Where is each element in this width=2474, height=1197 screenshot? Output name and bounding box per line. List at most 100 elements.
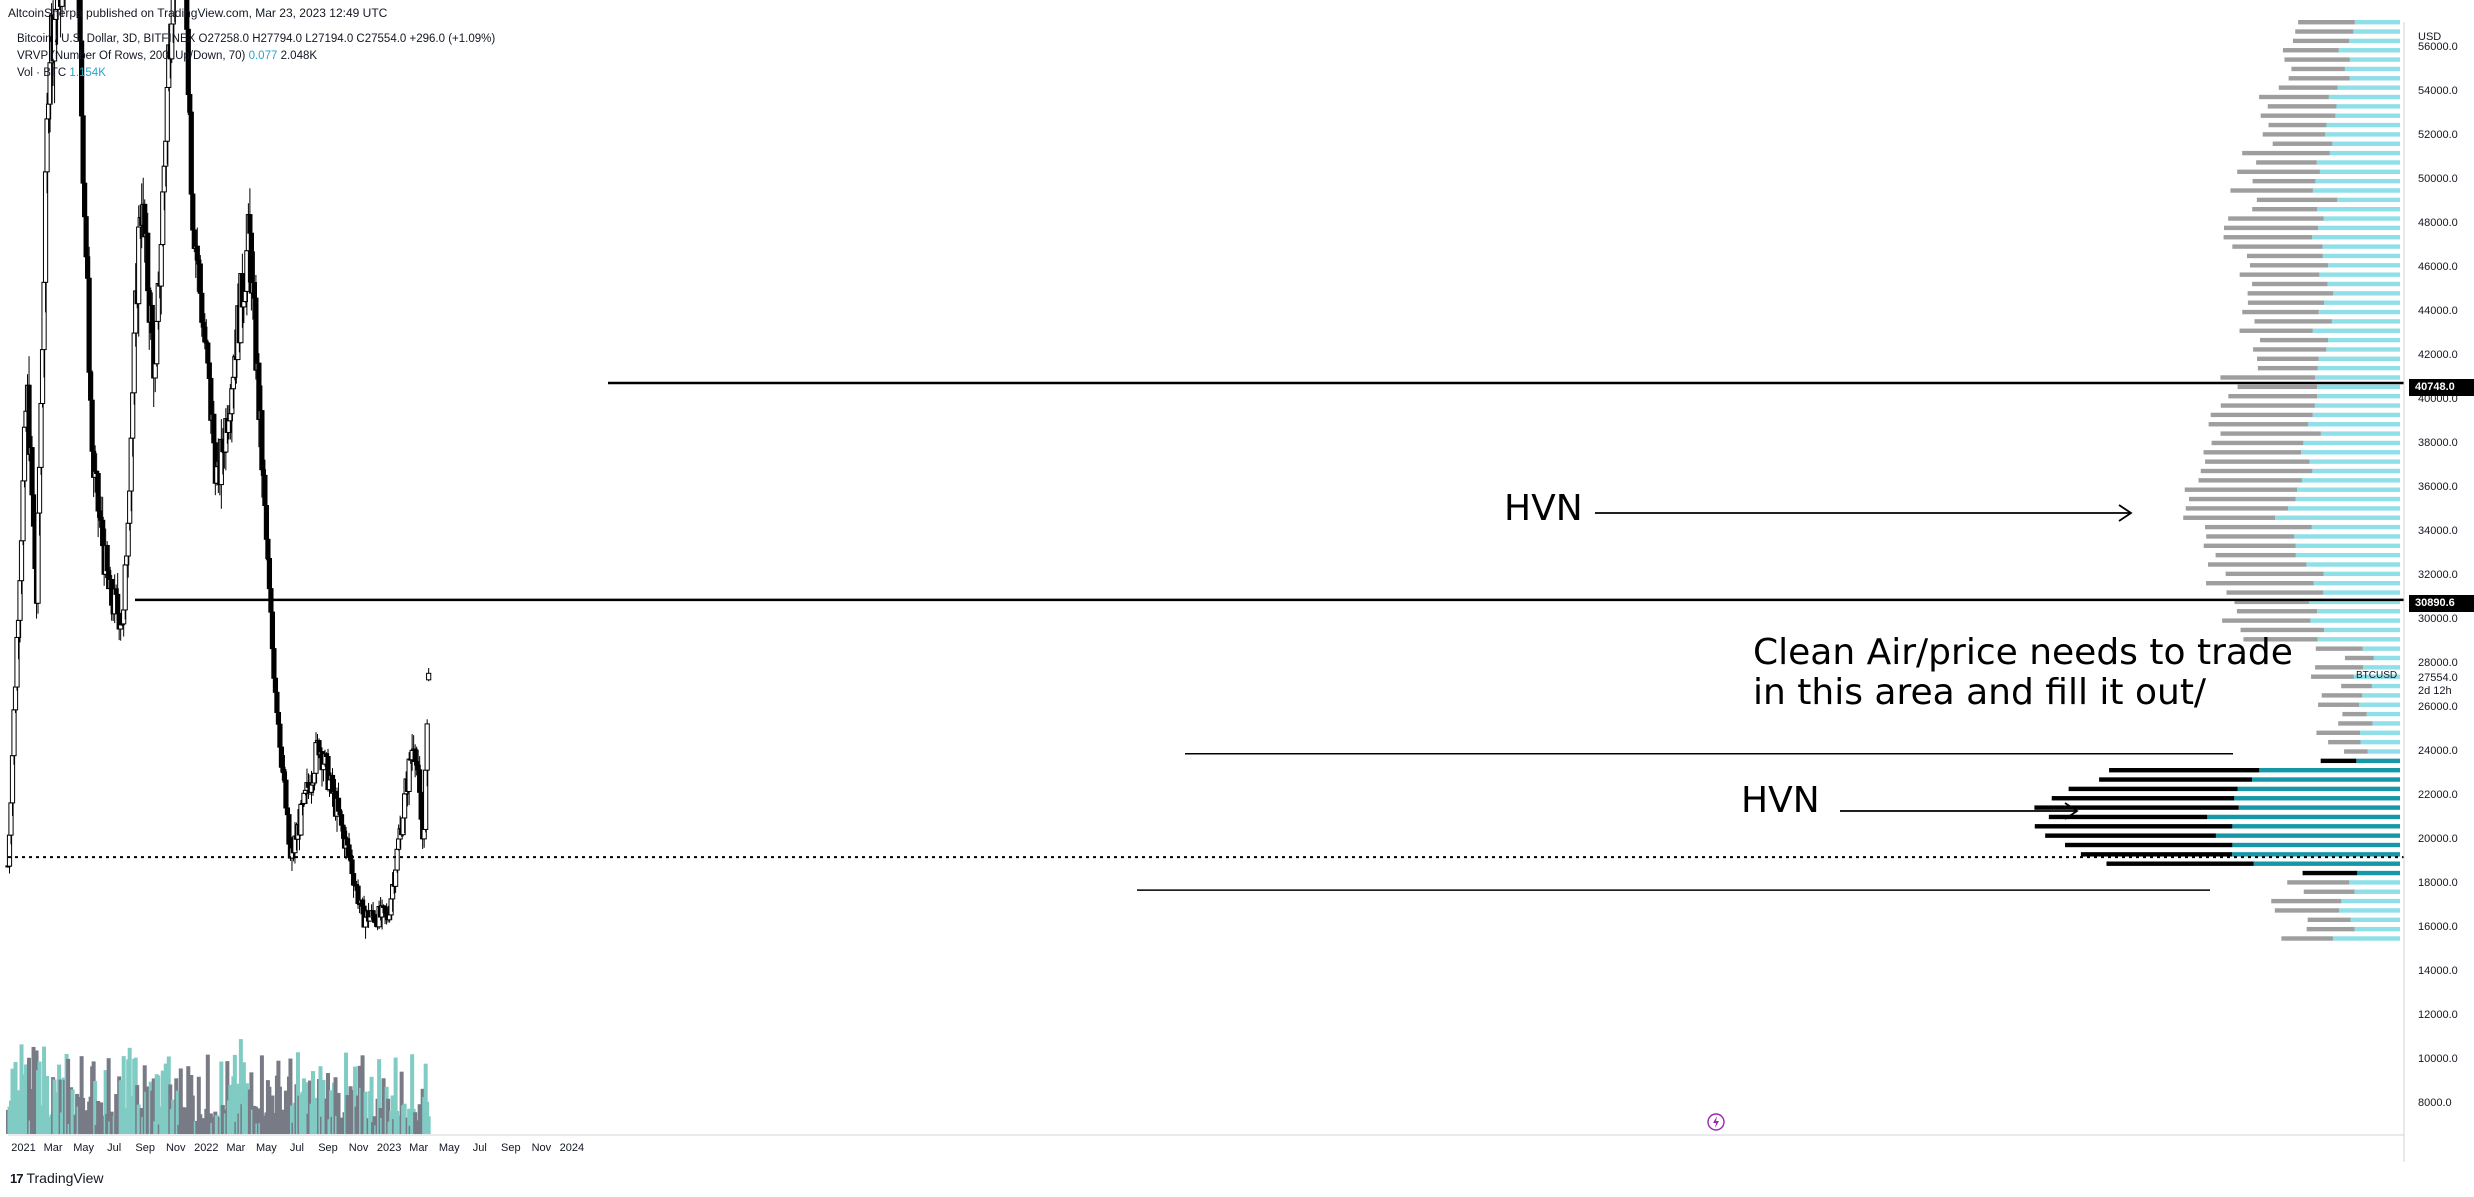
volume-profile-row-up <box>2366 711 2400 717</box>
tradingview-brand-label: TradingView <box>26 1170 104 1186</box>
tradingview-logo-icon: 17 <box>10 1170 24 1186</box>
time-tick: Jul <box>107 1142 122 1154</box>
vrvp-legend-down: 2.048K <box>280 50 318 62</box>
volume-profile-row-up <box>2237 786 2400 792</box>
volume-profile-row-up <box>2362 646 2400 651</box>
volume-profile-row-down <box>2254 319 2332 324</box>
volume-bar <box>190 1095 195 1134</box>
volume-bar <box>127 1047 132 1134</box>
price-tick: 50000.0 <box>2418 172 2458 185</box>
volume-profile-row-down <box>2207 562 2307 567</box>
volume-profile-row-down <box>2184 487 2298 492</box>
volume-bar <box>288 1058 293 1134</box>
volume-profile-row-up <box>2353 29 2400 34</box>
candle-body <box>406 758 412 792</box>
volume-bars <box>6 1039 431 1134</box>
volume-profile-row-up <box>2314 403 2400 408</box>
publisher-line: AltcoinSherpa published on TradingView.c… <box>8 6 388 20</box>
volume-profile-row-up <box>2287 506 2400 511</box>
time-tick: Nov <box>531 1142 552 1154</box>
volume-bar <box>45 1075 50 1134</box>
volume-profile-row-down <box>2188 496 2296 502</box>
volume-bar <box>399 1071 404 1134</box>
volume-bar <box>377 1059 382 1134</box>
volume-profile-row-up <box>2306 562 2400 567</box>
volume-profile-row-down <box>2342 711 2367 717</box>
candle-body <box>206 362 212 379</box>
volume-profile-row-down <box>2262 132 2326 137</box>
volume-profile-row-down <box>2291 66 2345 72</box>
volume-profile-row-down <box>2311 674 2354 679</box>
volume-bar <box>372 1116 377 1134</box>
vrvp-legend[interactable]: VRVP (Number Of Rows, 200, Up/Down, 70) … <box>17 50 317 62</box>
price-axis-currency: USD <box>2418 31 2442 43</box>
volume-profile-row-down <box>2237 384 2317 390</box>
volume-bar <box>13 1061 18 1134</box>
price-tick: 36000.0 <box>2418 480 2458 493</box>
symbol-legend[interactable]: Bitcoin / U.S. Dollar, 3D, BITFINEX O272… <box>17 33 496 45</box>
current-symbol: BTCUSD <box>2356 670 2398 681</box>
current-countdown: 2d 12h <box>2418 685 2452 697</box>
candle-body <box>59 0 65 7</box>
volume-profile-row-down <box>2298 20 2355 25</box>
time-tick: 2021 <box>11 1142 36 1154</box>
volume-profile-row-down <box>2236 609 2317 614</box>
volume-profile-row-up <box>2317 207 2400 212</box>
volume-bar <box>277 1086 282 1134</box>
volume-profile-row-up <box>2295 552 2400 558</box>
volume-profile-row-down <box>2224 225 2319 231</box>
lightning-icon[interactable] <box>1707 1113 1725 1131</box>
volume-profile-row-up <box>2360 739 2400 745</box>
volume-profile-row-up <box>2301 478 2400 483</box>
volume-profile-row-up <box>2332 141 2400 146</box>
annotation-arrows <box>1595 504 2133 820</box>
volume-profile-row-down <box>2344 749 2368 754</box>
volume-profile-row-up <box>2318 225 2400 231</box>
candle-body <box>394 848 400 871</box>
price-tick: 34000.0 <box>2418 524 2458 537</box>
tradingview-brand[interactable]: 17 TradingView <box>10 1170 104 1186</box>
candle-body <box>426 672 432 681</box>
volume-profile-row-down <box>2034 805 2239 810</box>
volume-profile-row-down <box>2210 412 2313 418</box>
volume-bar <box>114 1094 119 1134</box>
volume-profile-row-up <box>2315 178 2400 184</box>
volume-bar <box>31 1046 36 1134</box>
volume-bar <box>79 1056 84 1134</box>
volume-bar <box>163 1063 168 1134</box>
volume-profile-row-up <box>2318 356 2400 361</box>
volume-profile-row-down <box>2225 571 2324 577</box>
volume-profile-row-up <box>2373 655 2400 661</box>
volume-profile-row-up <box>2329 150 2400 156</box>
volume-profile-row-up <box>2232 842 2400 848</box>
volume-profile-row-down <box>2198 478 2302 483</box>
volume-profile-row-up <box>2323 590 2400 595</box>
volume-profile-row-up <box>2295 496 2400 502</box>
volume-profile-row-down <box>2239 328 2313 333</box>
volume-profile-row-up <box>2359 702 2400 707</box>
candle-body <box>188 111 194 195</box>
volume-bar <box>241 1062 246 1134</box>
volume-profile-row-down <box>2205 524 2312 530</box>
volume-bar <box>423 1063 428 1134</box>
volume-bar <box>175 1090 180 1134</box>
volume-profile-row-down <box>2341 683 2372 689</box>
candle-body <box>274 691 280 714</box>
volume-profile-row-down <box>2256 160 2317 165</box>
volume-bar <box>393 1057 398 1134</box>
hvn-label-upper: HVN <box>1504 488 1583 529</box>
volume-profile-row-up <box>2310 618 2400 623</box>
volume-bar <box>381 1078 386 1134</box>
volume-profile-row-down <box>2315 646 2363 651</box>
volume-profile-row-up <box>2294 534 2400 539</box>
time-tick: Sep <box>135 1142 156 1154</box>
volume-profile-row-down <box>2267 104 2337 109</box>
volume-profile-row-up <box>2349 38 2400 44</box>
price-tick: 42000.0 <box>2418 348 2458 361</box>
level-label-lower: 30890.6 <box>2409 595 2474 612</box>
price-tick: 48000.0 <box>2418 216 2458 229</box>
volume-legend[interactable]: Vol · BTC 1.154K <box>17 67 106 79</box>
volume-profile-row-up <box>2232 824 2400 829</box>
volume-profile-row-up <box>2317 394 2400 399</box>
